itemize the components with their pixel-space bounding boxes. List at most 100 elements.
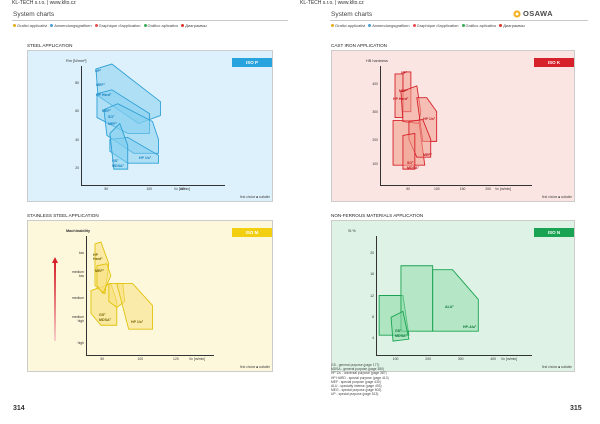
note-line: MEG - special purpose (page 502) (331, 388, 382, 393)
chart-label: MEF² (102, 109, 111, 113)
chart-label: UP² (401, 71, 408, 75)
chart-label: HP-Alu² (463, 325, 477, 329)
chart-region (116, 283, 153, 330)
note-line: MDSA - general purpose (page 380) (331, 367, 384, 372)
chart-label: SO² (108, 115, 115, 119)
chart-region (432, 269, 479, 332)
x-tick: 300 (457, 357, 464, 361)
chart-label: MEF² (423, 153, 432, 157)
x-tick: 100 (146, 187, 153, 191)
y-tick: 80 (75, 80, 79, 85)
y-tick: 60 (75, 109, 79, 114)
chart-label: HP 1/s² (131, 320, 144, 324)
y-tick: 12 (370, 293, 374, 298)
x-axis-unit: Vc [m/min] (495, 187, 512, 191)
divider-right (330, 20, 588, 21)
plot-area-stainless: HP Hard² MEF² GS² MDSA² HP 1/s² low medi… (72, 236, 214, 361)
legend-item: Gráfico aplicativo (461, 23, 496, 28)
y-tick: 20 (370, 250, 374, 255)
iso-tag-stainless: ISO M (232, 228, 272, 237)
y-tick: 20 (75, 166, 79, 171)
legend-item: Диаграммы (499, 23, 525, 28)
legend-item: Graphique d'application (412, 23, 459, 28)
x-axis-unit: Vc [m/min] (174, 187, 191, 191)
chart-region (400, 265, 434, 332)
y-tick: 400 (372, 81, 378, 86)
section-title-steel: STEEL APPLICATION (27, 43, 73, 48)
y-tick: 16 (370, 272, 374, 277)
chart-region (390, 310, 410, 342)
chart-shapes-non-ferrous (378, 265, 479, 342)
page-title-left: System charts (13, 11, 55, 18)
iso-tag-non-ferrous: ISO N (534, 228, 574, 237)
x-tick: 200 (425, 357, 431, 361)
grade-notes: GS - general purpose (page 177) MDSA - g… (331, 363, 389, 397)
chart-label: MEF² (95, 269, 104, 273)
note-line: HP 1/s - universal purpose (page 387) (331, 371, 387, 376)
chart-label: MDSA² (99, 318, 111, 322)
x-tick: 120 (173, 357, 179, 361)
chart-label: HP Hard² (93, 253, 103, 261)
x-tick: 100 (434, 187, 440, 191)
chart-label: MEF² (399, 89, 408, 93)
divider-left (12, 20, 288, 21)
chart-region (96, 263, 112, 295)
chart-label: HP 1/s² (423, 117, 436, 121)
brand-logo: OSAWA (513, 9, 553, 18)
machinability-arrow-icon (52, 257, 58, 341)
chart-panel-cast-iron: ISO K HB hardness UP² MEF² HP Hard² HP 1… (331, 50, 575, 202)
section-title-non-ferrous: NON-FERROUS MATERIALS APPLICATION (331, 213, 424, 218)
legend-right: Grafici applicativi Anwendungsgrafiken G… (331, 23, 525, 28)
y-tick: high (77, 341, 84, 346)
page-number-left: 314 (13, 405, 25, 412)
plot-area-steel: UP² MEF² HP Hard² MEF² SO² MEF² GS² MDSA… (75, 63, 225, 191)
chart-label: UP² (95, 69, 102, 73)
iso-tag-steel: ISO P (232, 58, 272, 67)
chart-label: MDSA² (395, 334, 407, 338)
chart-shapes-steel (95, 63, 161, 170)
legend-item: Anwendungsgrafiken (50, 23, 92, 28)
chart-label: GS² (99, 313, 106, 317)
chart-label: ALU² (445, 305, 454, 309)
y-tick: 100 (372, 161, 378, 166)
x-tick: 200 (485, 187, 492, 191)
legend-item: Anwendungsgrafiken (368, 23, 410, 28)
y-tick: 200 (372, 137, 378, 142)
y-tick: 40 (75, 137, 79, 142)
legend-item: Gráfico aplicativo (143, 23, 178, 28)
chart-label: MEF² (96, 83, 105, 87)
x-tick: 50 (104, 187, 109, 191)
x-tick: 100 (392, 357, 399, 361)
legend-item: Диаграммы (181, 23, 207, 28)
chart-shapes-stainless (90, 241, 153, 330)
brand-mark-icon (513, 9, 521, 18)
chart-shapes-cast-iron (392, 71, 438, 170)
chart-label: HP Hard² (393, 97, 409, 101)
x-tick: 100 (137, 357, 144, 361)
y-tick: low (78, 250, 84, 255)
section-title-cast-iron: CAST IRON APPLICATION (331, 43, 387, 48)
chart-label: MDSA² (407, 166, 419, 170)
y-tick: 300 (372, 110, 378, 115)
note-line: MEF - special purpose (page 430) (331, 379, 381, 384)
note-line: GS - general purpose (page 177) (331, 363, 380, 367)
y-axis-label: Machinability (66, 229, 91, 233)
chart-panel-stainless: ISO M Machinability HP Hard² MEF² GS² MD… (27, 220, 273, 372)
chart-key: first choice ■ suitable (542, 195, 572, 199)
page-title-right: System charts (331, 11, 373, 18)
y-axis-label: Rm [N/mm²] (66, 59, 87, 63)
x-tick: 400 (490, 357, 497, 361)
y-tick: medium low (71, 270, 84, 279)
iso-tag-cast-iron: ISO K (534, 58, 574, 67)
plot-area-non-ferrous: ALU² HP-Alu² GS² MDSA² 20 16 12 8 4 100 … (370, 236, 532, 361)
x-tick: 150 (459, 187, 466, 191)
chart-label: SO² (407, 161, 414, 165)
chart-key: first choice ■ suitable (240, 195, 270, 199)
chart-label: GS² (112, 159, 119, 163)
y-tick: 4 (372, 336, 374, 341)
chart-panel-non-ferrous: ISO N Si % ALU² HP-Alu² GS² MDSA² 20 16 … (331, 220, 575, 372)
legend-item: Grafici applicativi (331, 23, 365, 28)
x-tick: 50 (406, 187, 411, 191)
x-axis-unit: Vc [m/min] (501, 357, 518, 361)
brand-name: OSAWA (523, 9, 553, 18)
